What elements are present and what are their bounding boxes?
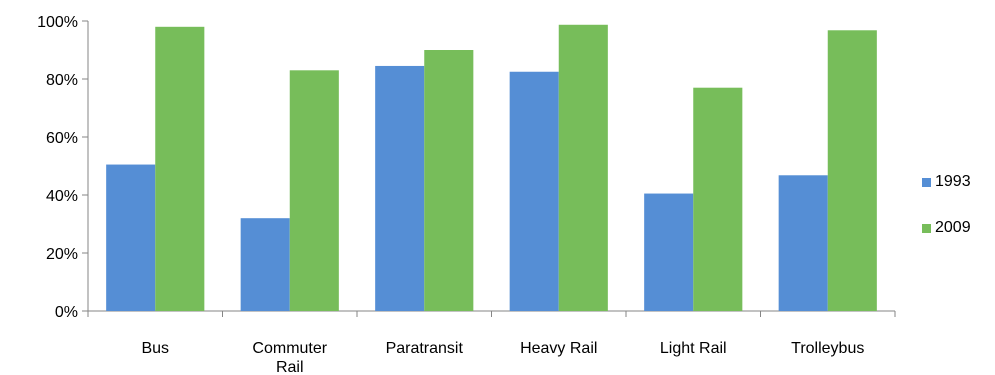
x-tick-label: Commuter Rail xyxy=(252,340,327,375)
bar-1993-commuter-rail xyxy=(240,218,290,311)
x-tick-label: Heavy Rail xyxy=(520,340,597,357)
legend-swatch-2009 xyxy=(922,223,931,233)
bar-2009-commuter-rail xyxy=(289,70,339,311)
bar-1993-trolleybus xyxy=(778,175,828,311)
bar-2009-heavy-rail xyxy=(558,24,608,312)
x-axis xyxy=(87,310,896,317)
bars xyxy=(106,24,877,312)
bar-1993-bus xyxy=(106,164,156,311)
legend-item-2009: 2009 xyxy=(922,218,971,238)
bar-1993-light-rail xyxy=(644,193,694,311)
x-tick-label: Trolleybus xyxy=(791,340,864,357)
x-tick-label: Bus xyxy=(141,340,169,357)
x-axis-labels: Bus Commuter Rail Paratransit Heavy Rail Ligh… xyxy=(141,340,864,375)
bar-2009-paratransit xyxy=(424,50,474,311)
legend: 1993 2009 xyxy=(922,172,971,264)
y-tick-label: 0% xyxy=(55,304,78,321)
y-tick-label: 40% xyxy=(46,188,78,205)
y-tick-label: 60% xyxy=(46,130,78,147)
legend-label-1993: 1993 xyxy=(935,173,971,190)
y-axis: 0% 20% 40% 60% 80% 100% xyxy=(37,14,89,321)
y-tick-label: 80% xyxy=(46,72,78,89)
x-tick-label: Light Rail xyxy=(660,340,727,357)
bar-2009-trolleybus xyxy=(827,30,877,312)
legend-swatch-1993 xyxy=(922,177,931,187)
legend-label-2009: 2009 xyxy=(935,219,971,236)
x-tick-label: Paratransit xyxy=(386,340,464,357)
bar-2009-bus xyxy=(155,26,205,312)
bar-1993-paratransit xyxy=(375,65,425,311)
y-tick-label: 100% xyxy=(37,14,78,31)
bar-2009-light-rail xyxy=(693,87,743,311)
y-tick-label: 20% xyxy=(46,246,78,263)
bar-1993-heavy-rail xyxy=(509,71,559,311)
legend-item-1993: 1993 xyxy=(922,172,971,192)
